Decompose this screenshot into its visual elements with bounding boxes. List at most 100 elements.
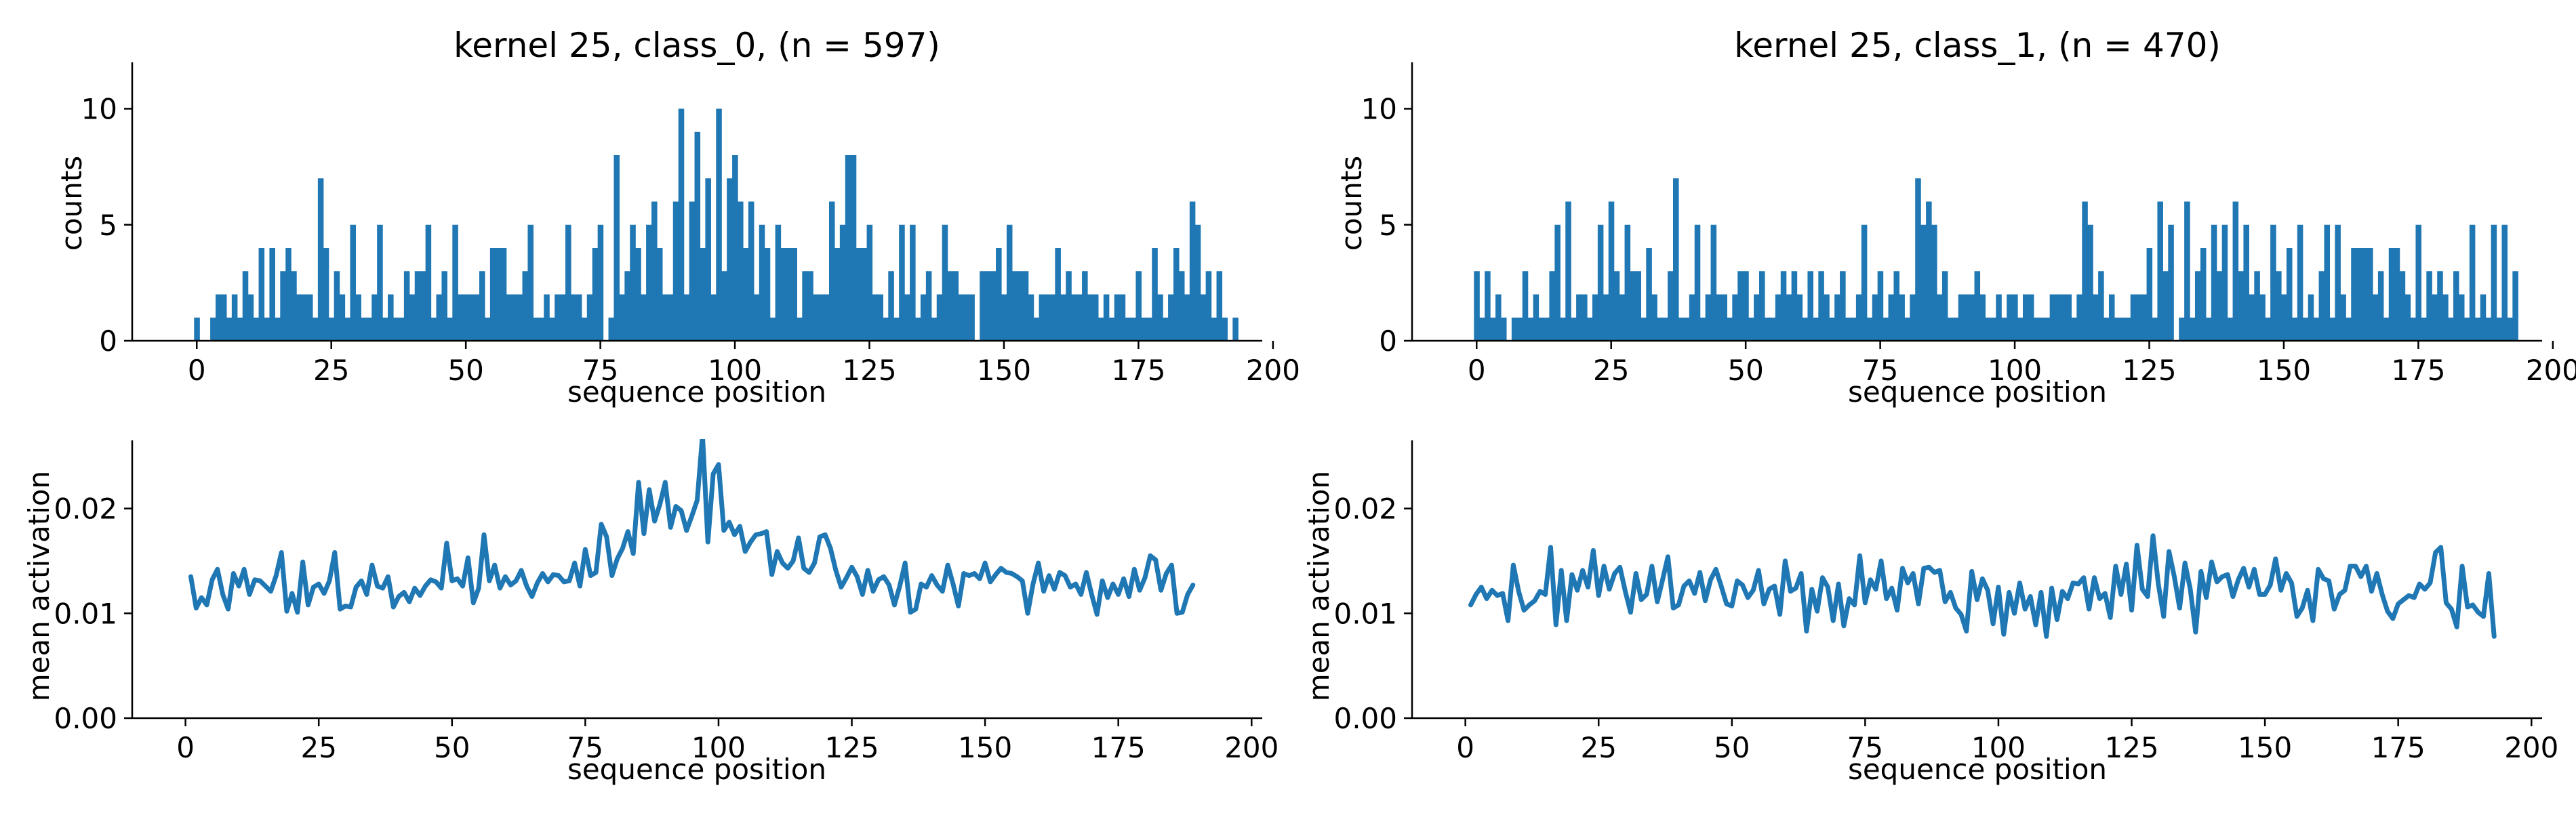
bar <box>344 317 351 341</box>
bar <box>1490 317 1496 341</box>
bar <box>742 248 749 341</box>
panel-title: kernel 25, class_1, (n = 470) <box>1734 26 2221 65</box>
bar <box>2281 294 2287 341</box>
bar <box>866 224 873 341</box>
bar <box>1152 248 1158 341</box>
bar <box>1582 294 1588 341</box>
x-tick-label: 50 <box>1714 731 1750 764</box>
bar <box>1495 294 1502 341</box>
bar <box>705 178 711 341</box>
bar <box>210 317 216 341</box>
bar <box>1737 271 1744 341</box>
bar <box>2114 317 2120 341</box>
x-tick-label: 25 <box>313 354 349 387</box>
x-tick-label: 125 <box>2122 354 2176 387</box>
bar <box>683 294 690 341</box>
x-tick-label: 75 <box>567 731 603 764</box>
bar <box>1168 294 1174 341</box>
bar <box>985 271 991 341</box>
bar <box>818 294 824 341</box>
bar <box>2346 317 2352 341</box>
bar <box>1554 224 1561 341</box>
bar <box>2119 317 2126 341</box>
bar <box>651 201 658 341</box>
bar <box>2243 224 2249 341</box>
bar <box>1952 317 1959 341</box>
bar <box>377 224 383 341</box>
bar <box>1173 248 1180 341</box>
bar <box>275 317 281 341</box>
bar <box>753 294 760 341</box>
x-tick-label: 200 <box>2526 354 2576 387</box>
x-tick-label: 0 <box>1468 354 1486 387</box>
bar <box>220 294 227 341</box>
bar <box>2022 294 2029 341</box>
bar <box>861 248 868 341</box>
bar <box>2432 294 2438 341</box>
bar <box>2152 317 2158 341</box>
bar <box>1818 271 1824 341</box>
bar <box>1549 271 1555 341</box>
bar <box>2076 294 2082 341</box>
bar <box>1979 294 1986 341</box>
bar <box>560 294 566 341</box>
bar <box>694 131 701 341</box>
bar <box>1146 317 1152 341</box>
bar <box>914 317 921 341</box>
bar <box>1603 294 1609 341</box>
bar <box>2265 317 2271 341</box>
bar <box>1011 271 1018 341</box>
bar <box>689 201 696 341</box>
bar <box>1527 317 1534 341</box>
bar <box>1125 317 1131 341</box>
bar <box>1796 294 1803 341</box>
bar <box>2012 294 2018 341</box>
bar <box>555 294 561 341</box>
y-tick-label: 0.00 <box>54 702 117 735</box>
x-tick-label: 175 <box>1091 731 1146 764</box>
bar <box>1888 294 1895 341</box>
bar <box>839 224 846 341</box>
bar <box>2179 317 2185 341</box>
bar <box>2162 271 2169 341</box>
bar <box>624 271 630 341</box>
bar <box>1883 317 1889 341</box>
bar <box>1699 317 1706 341</box>
bar <box>1840 271 1846 341</box>
bar <box>1071 294 1077 341</box>
bar <box>2270 224 2276 341</box>
x-tick-label: 75 <box>1847 731 1883 764</box>
x-tick-label: 100 <box>708 354 762 387</box>
bar <box>1613 271 1620 341</box>
y-axis-label: counts <box>1335 156 1368 251</box>
bar <box>1205 271 1212 341</box>
x-tick-label: 125 <box>2104 731 2158 764</box>
bar <box>656 248 663 341</box>
bar <box>538 317 544 341</box>
bar <box>302 294 308 341</box>
bar <box>2055 294 2061 341</box>
bar <box>2249 294 2255 341</box>
bar <box>828 201 835 341</box>
bar <box>2184 201 2190 341</box>
y-tick-label: 5 <box>99 209 117 242</box>
bar <box>641 294 647 341</box>
bar <box>2157 201 2163 341</box>
bar <box>2437 271 2443 341</box>
bar <box>1910 294 1916 341</box>
bar <box>990 271 997 341</box>
activation-panel-class-1: mean activation sequence position 0 25 50 7… <box>1302 440 2558 786</box>
bar <box>1055 248 1061 341</box>
bar <box>544 294 550 341</box>
panel-title: kernel 25, class_0, (n = 597) <box>454 26 940 65</box>
x-tick-label: 200 <box>1224 731 1279 764</box>
bar <box>2146 248 2153 341</box>
bar <box>619 294 625 341</box>
bar <box>2071 317 2077 341</box>
x-tick-label: 175 <box>1111 354 1165 387</box>
bar <box>824 294 830 341</box>
bar <box>2028 294 2034 341</box>
bar <box>2421 317 2427 341</box>
bar <box>1619 294 1626 341</box>
